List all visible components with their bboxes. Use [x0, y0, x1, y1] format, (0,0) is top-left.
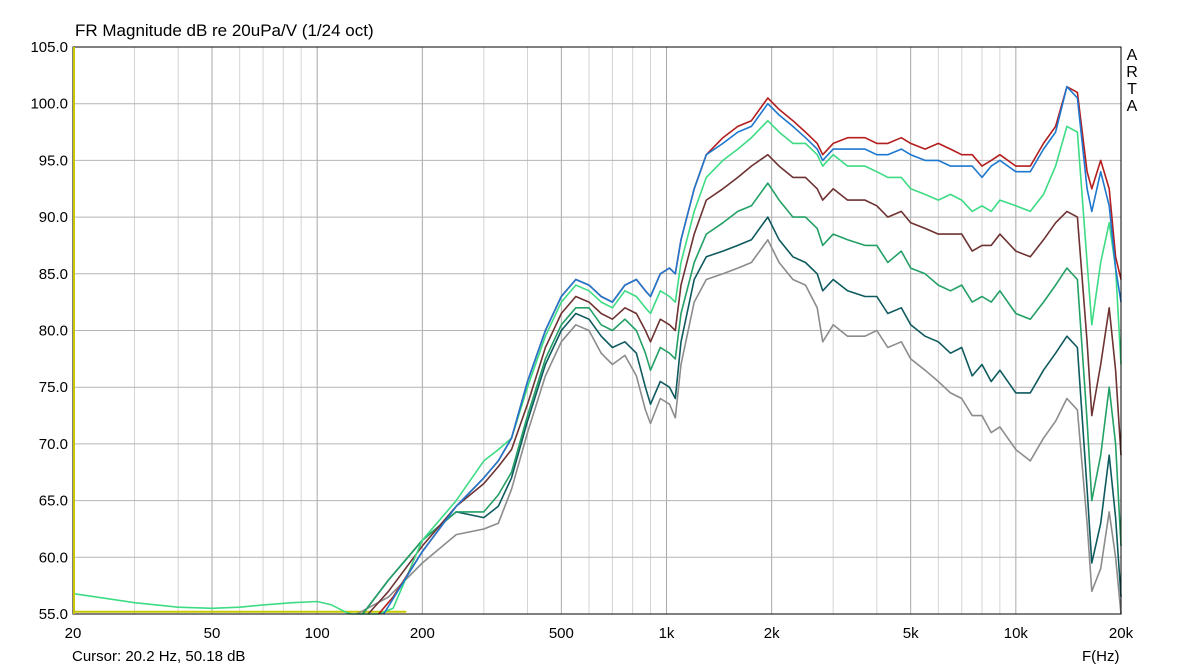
y-tick-label: 70.0 [39, 436, 68, 453]
series-line-2 [362, 216, 1122, 615]
plot-frame [72, 46, 1122, 615]
arta-side-label: A R T A [1126, 47, 1138, 115]
x-axis-ticks: 20 50 100 200 500 1k 2k 5k 10k 20k [65, 625, 1134, 642]
y-tick-label: 95.0 [39, 152, 68, 169]
x-tick-label: 2k [764, 625, 780, 642]
y-tick-label: 85.0 [39, 266, 68, 283]
y-axis-ticks: 105.0 100.0 95.0 90.0 85.0 80.0 75.0 70.0 65.0 60… [30, 39, 68, 623]
chart-grid [73, 47, 1121, 614]
series-line-7 [383, 85, 1122, 615]
y-tick-label: 75.0 [39, 379, 68, 396]
y-tick-label: 55.0 [39, 606, 68, 623]
x-tick-label: 100 [305, 625, 330, 642]
y-tick-label: 90.0 [39, 209, 68, 226]
chart-series [72, 85, 1122, 615]
y-tick-label: 65.0 [39, 493, 68, 510]
x-tick-label: 1k [659, 625, 675, 642]
series-line-3 [362, 182, 1122, 615]
y-tick-label: 80.0 [39, 323, 68, 340]
series-line-5 [72, 119, 1122, 615]
x-tick-label: 200 [410, 625, 435, 642]
y-tick-label: 105.0 [30, 39, 68, 56]
y-tick-label: 100.0 [30, 96, 68, 113]
x-tick-label: 20k [1109, 625, 1134, 642]
x-tick-label: 5k [903, 625, 919, 642]
cursor-readout: Cursor: 20.2 Hz, 50.18 dB [72, 648, 246, 665]
series-line-4 [367, 153, 1122, 615]
series-line-6 [378, 85, 1122, 615]
series-line-1 [356, 239, 1122, 615]
y-tick-label: 60.0 [39, 549, 68, 566]
chart-title: FR Magnitude dB re 20uPa/V (1/24 oct) [75, 21, 374, 40]
arta-letter: R [1126, 64, 1138, 81]
arta-letter: A [1126, 98, 1138, 115]
x-axis-unit-label: F(Hz) [1082, 648, 1120, 665]
x-tick-label: 50 [204, 625, 221, 642]
arta-letter: A [1126, 47, 1138, 64]
arta-letter: T [1127, 81, 1137, 98]
x-tick-label: 10k [1004, 625, 1029, 642]
x-tick-label: 20 [65, 625, 82, 642]
x-tick-label: 500 [549, 625, 574, 642]
